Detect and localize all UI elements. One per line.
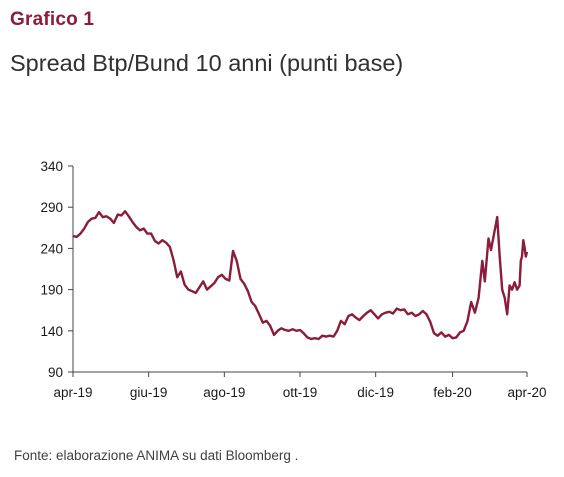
x-tick-label: apr-19 — [53, 385, 92, 400]
x-tick-label: feb-20 — [433, 385, 471, 400]
y-tick-label: 290 — [40, 200, 63, 215]
y-tick-label: 90 — [48, 365, 63, 380]
x-tick-label: ott-19 — [283, 385, 318, 400]
source-note: Fonte: elaborazione ANIMA su dati Bloomb… — [14, 448, 299, 463]
x-tick-label: ago-19 — [203, 385, 245, 400]
y-tick-label: 140 — [40, 324, 63, 339]
spread-series-line — [72, 210, 529, 341]
y-tick-label: 340 — [40, 159, 63, 174]
y-tick-label: 240 — [40, 241, 63, 256]
chart-axes — [72, 166, 527, 373]
x-axis-ticks: apr-19 giu-19 ago-19 ott-19 dic-19 feb-20 apr-… — [53, 372, 547, 400]
y-tick-label: 190 — [40, 283, 63, 298]
x-tick-label: apr-20 — [507, 385, 546, 400]
y-axis-ticks: 90 140 190 240 290 340 — [40, 159, 73, 380]
chart-label: Grafico 1 — [10, 9, 95, 30]
line-chart: 90 140 190 240 290 340 apr-19 giu-19 ago-19 ott-… — [40, 159, 547, 400]
series-group — [72, 210, 529, 341]
x-tick-label: giu-19 — [130, 385, 168, 400]
chart-title: Spread Btp/Bund 10 anni (punti base) — [10, 50, 404, 76]
x-tick-label: dic-19 — [357, 385, 394, 400]
